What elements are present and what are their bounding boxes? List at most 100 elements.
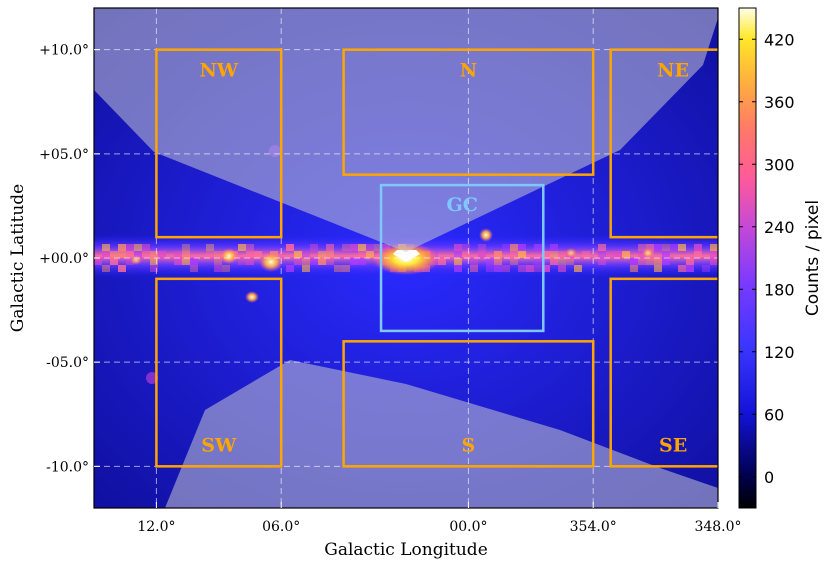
plane-pixel	[214, 265, 222, 272]
plane-pixel	[462, 251, 470, 258]
plane-pixel	[254, 251, 262, 258]
point-source	[220, 248, 238, 264]
plane-pixel	[606, 251, 614, 258]
plane-pixel	[470, 265, 478, 272]
point-source	[259, 252, 283, 272]
plane-pixel	[654, 244, 662, 251]
plane-pixel	[550, 251, 558, 258]
plane-pixel	[694, 244, 702, 251]
plane-pixel	[302, 265, 310, 272]
plane-pixel	[190, 258, 198, 265]
plane-pixel	[486, 258, 494, 265]
y-tick-label: +05.0°	[39, 147, 89, 163]
plane-pixel	[286, 244, 294, 251]
plane-pixel	[558, 258, 566, 265]
plane-pixel	[350, 244, 358, 251]
plane-pixel	[182, 251, 190, 258]
plane-pixel	[134, 251, 142, 258]
plane-pixel	[102, 265, 110, 272]
plane-pixel	[662, 251, 670, 258]
region-se-label: SE	[659, 434, 687, 456]
plane-pixel	[678, 265, 686, 272]
plane-pixel	[134, 244, 142, 251]
plane-pixel	[158, 251, 166, 258]
plane-pixel	[614, 251, 622, 258]
plane-pixel	[622, 251, 630, 258]
plane-pixel	[638, 251, 646, 258]
plane-pixel	[630, 258, 638, 265]
y-tick-label: -05.0°	[46, 355, 89, 371]
x-tick-label: 354.0°	[570, 519, 617, 535]
plane-pixel	[110, 251, 118, 258]
colorbar-tick-label: 180	[764, 280, 795, 299]
plane-pixel	[558, 265, 566, 272]
plane-pixel	[694, 251, 702, 258]
plane-pixel	[286, 265, 294, 272]
colorbar-tick-label: 0	[764, 468, 774, 487]
plane-pixel	[174, 251, 182, 258]
plane-pixel	[302, 258, 310, 265]
map-plot-area: NW N NE GC SW S SE	[94, 8, 718, 508]
region-s-label: S	[462, 434, 476, 456]
point-source	[479, 228, 493, 242]
region-ne-box	[609, 48, 718, 239]
plane-pixel	[238, 258, 246, 265]
y-tick-label: +00.0°	[39, 251, 89, 267]
plane-pixel	[654, 265, 662, 272]
x-tick-label: 00.0°	[449, 519, 487, 535]
plane-pixel	[470, 258, 478, 265]
plane-pixel	[686, 265, 694, 272]
plane-pixel	[110, 258, 118, 265]
plane-pixel	[566, 258, 574, 265]
colorbar-label: Counts / pixel	[803, 200, 823, 316]
plane-pixel	[358, 244, 366, 251]
plane-pixel	[598, 244, 606, 251]
plane-pixel	[454, 251, 462, 258]
plane-pixel	[190, 265, 198, 272]
plane-pixel	[646, 244, 654, 251]
plane-pixel	[318, 251, 326, 258]
plane-pixel	[214, 251, 222, 258]
plane-pixel	[142, 244, 150, 251]
axis-ticks: 12.0° 06.0° 00.0° 354.0° 348.0° +10.0° +05.0° +…	[39, 43, 741, 535]
plane-pixel	[206, 244, 214, 251]
plane-pixel	[710, 244, 718, 251]
plane-pixel	[246, 244, 254, 251]
x-tick-label: 348.0°	[694, 519, 741, 535]
plane-pixel	[550, 244, 558, 251]
plane-pixel	[638, 258, 646, 265]
plane-pixel	[310, 244, 318, 251]
plane-pixel	[510, 244, 518, 251]
colorbar-tick-label: 300	[764, 155, 795, 174]
point-source	[565, 248, 577, 258]
plane-pixel	[222, 265, 230, 272]
plane-pixel	[702, 265, 710, 272]
colorbar-ticks: 0 60 120 180 240 300 360 420	[739, 30, 795, 487]
galactic-center-mask-notch	[393, 250, 420, 262]
plane-pixel	[502, 244, 510, 251]
x-tick-label: 06.0°	[262, 519, 300, 535]
plane-pixel	[126, 258, 134, 265]
region-gc-box	[379, 183, 545, 333]
colorbar-tick-label: 240	[764, 218, 795, 237]
plane-pixel	[182, 244, 190, 251]
x-tick-label: 12.0°	[137, 519, 175, 535]
colorbar-tick-label: 120	[764, 343, 795, 362]
plane-pixel	[550, 258, 558, 265]
plane-pixel	[486, 265, 494, 272]
plane-pixel	[102, 251, 110, 258]
plane-pixel	[358, 251, 366, 258]
plane-pixel	[454, 265, 462, 272]
plane-pixel	[94, 258, 102, 265]
plane-pixel	[334, 265, 342, 272]
point-source	[642, 248, 654, 258]
plane-pixel	[126, 244, 134, 251]
plane-pixel	[710, 258, 718, 265]
colorbar-tick-label: 360	[764, 93, 795, 112]
analysis-regions: NW N NE GC SW S SE	[155, 48, 718, 468]
plane-pixel	[558, 251, 566, 258]
plane-pixel	[510, 258, 518, 265]
mask-region-north	[94, 8, 718, 252]
plane-pixel	[206, 251, 214, 258]
plane-pixel	[118, 251, 126, 258]
